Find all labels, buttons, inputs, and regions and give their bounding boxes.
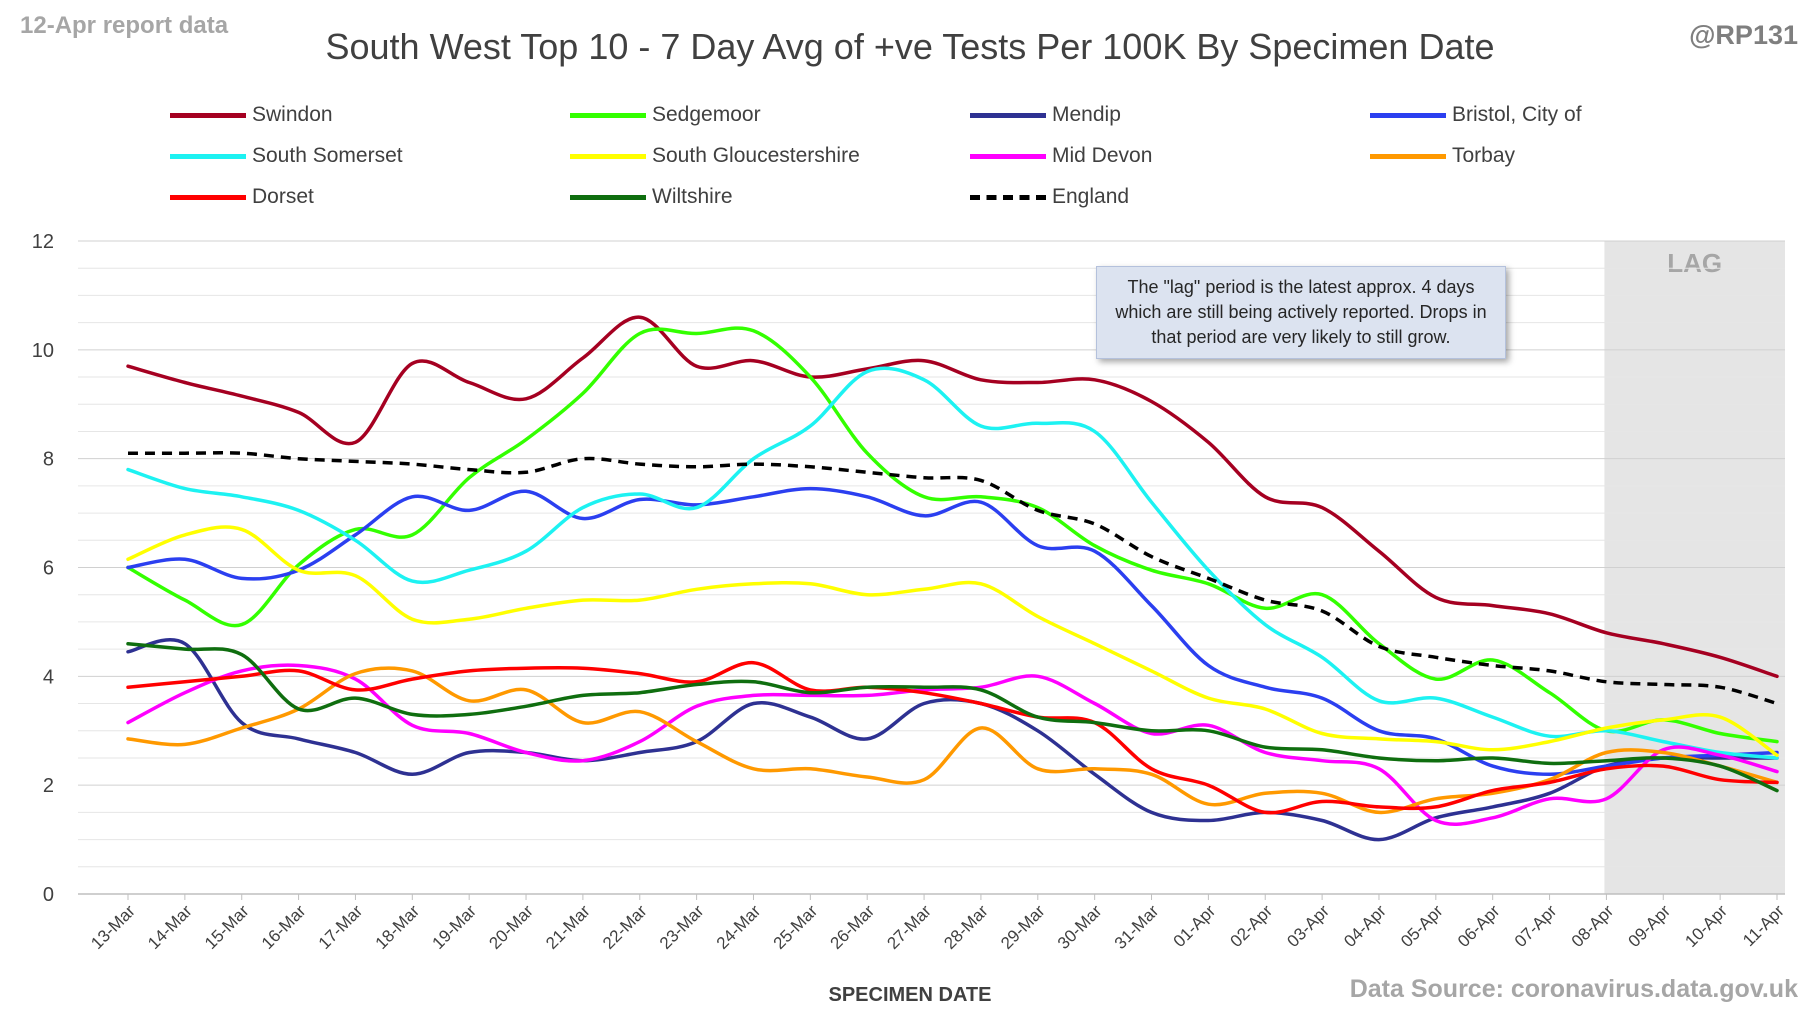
x-tick-label: 28-Mar [940, 901, 992, 953]
legend-label: Bristol, City of [1452, 103, 1582, 126]
legend-swatch [170, 153, 246, 159]
legend-item-dorset: Dorset [170, 177, 314, 217]
x-tick-label: 16-Mar [258, 901, 310, 953]
x-tick-label: 13-Mar [87, 901, 139, 953]
x-tick-label: 30-Mar [1054, 901, 1106, 953]
legend-item-torbay: Torbay [1370, 136, 1515, 176]
y-tick-label: 12 [32, 231, 54, 253]
series-line-bristol-city-of [126, 486, 1779, 777]
x-tick-label: 22-Mar [599, 901, 651, 953]
series-line-wiltshire [126, 641, 1779, 793]
x-tick-label: 14-Mar [144, 901, 196, 953]
x-tick-label: 20-Mar [485, 901, 537, 953]
x-tick-label: 27-Mar [883, 901, 935, 953]
x-tick-label: 21-Mar [542, 901, 594, 953]
x-tick-label: 19-Mar [428, 901, 480, 953]
x-tick-label: 07-Apr [1511, 901, 1561, 951]
legend-label: Dorset [252, 185, 314, 208]
legend-item-sedgemoor: Sedgemoor [570, 95, 761, 135]
legend-label: Sedgemoor [652, 103, 761, 126]
x-tick-label: 25-Mar [770, 901, 822, 953]
legend-swatch [1370, 153, 1446, 159]
y-tick-label: 4 [43, 666, 54, 688]
legend-item-mid-devon: Mid Devon [970, 136, 1152, 176]
x-tick-label: 09-Apr [1625, 901, 1675, 951]
series-line-england [128, 451, 1778, 706]
legend-item-south-gloucestershire: South Gloucestershire [570, 136, 860, 176]
legend-label: South Somerset [252, 144, 403, 167]
y-tick-label: 10 [32, 340, 54, 362]
legend-label: Mid Devon [1052, 144, 1153, 167]
data-source-label: Data Source: coronavirus.data.gov.uk [1349, 975, 1798, 1003]
legend-swatch [170, 194, 246, 200]
legend-swatch [170, 112, 246, 118]
series-line-south-gloucestershire [126, 525, 1779, 757]
x-tick-label: 17-Mar [315, 901, 367, 953]
x-tick-label: 03-Apr [1283, 901, 1333, 951]
legend-swatch [970, 112, 1046, 118]
legend-label: Swindon [252, 103, 333, 126]
y-tick-label: 8 [43, 449, 54, 471]
x-tick-label: 01-Apr [1170, 901, 1220, 951]
x-tick-label: 31-Mar [1111, 901, 1163, 953]
author-handle: @RP131 [1689, 20, 1798, 50]
y-tick-label: 2 [43, 775, 54, 797]
series-line-dorset [126, 660, 1779, 815]
legend-item-england: England [970, 177, 1129, 217]
x-tick-label: 15-Mar [201, 901, 253, 953]
x-tick-label: 29-Mar [997, 901, 1049, 953]
lag-note-box: The "lag" period is the latest approx. 4… [1096, 266, 1506, 359]
legend-item-bristol-city-of: Bristol, City of [1370, 95, 1582, 135]
series-line-sedgemoor [126, 326, 1779, 744]
series-line-swindon [126, 315, 1779, 679]
legend-swatch [570, 153, 646, 159]
x-tick-label: 06-Apr [1454, 901, 1504, 951]
y-tick-label: 0 [43, 884, 54, 906]
lag-label: LAG [1667, 248, 1722, 278]
legend-swatch [1370, 112, 1446, 118]
legend-label: Mendip [1052, 103, 1121, 126]
x-tick-label: 10-Apr [1681, 901, 1731, 951]
series-line-south-somerset [126, 366, 1779, 760]
legend-swatch [970, 153, 1046, 159]
x-tick-label: 05-Apr [1397, 901, 1447, 951]
report-date-label: 12-Apr report data [20, 12, 229, 39]
x-tick-label: 04-Apr [1340, 901, 1390, 951]
y-tick-label: 6 [43, 558, 54, 580]
series-line-mendip [126, 638, 1779, 842]
x-tick-label: 24-Mar [713, 901, 765, 953]
legend-label: Wiltshire [652, 185, 733, 208]
chart-title: South West Top 10 - 7 Day Avg of +ve Tes… [325, 26, 1495, 67]
x-tick-label: 23-Mar [656, 901, 708, 953]
legend-item-south-somerset: South Somerset [170, 136, 403, 176]
legend-label: Torbay [1452, 144, 1516, 167]
x-tick-label: 26-Mar [827, 901, 879, 953]
legend-item-mendip: Mendip [970, 95, 1121, 135]
x-tick-label: 18-Mar [372, 901, 424, 953]
series-line-torbay [126, 666, 1779, 815]
x-tick-label: 11-Apr [1739, 901, 1788, 950]
legend-swatch [570, 112, 646, 118]
legend-item-wiltshire: Wiltshire [570, 177, 733, 217]
legend-swatch [970, 194, 1046, 200]
legend-swatch [570, 194, 646, 200]
legend-item-swindon: Swindon [170, 95, 333, 135]
legend-label: England [1052, 185, 1130, 208]
x-axis-title: SPECIMEN DATE [828, 984, 992, 1006]
legend-label: South Gloucestershire [652, 144, 860, 167]
x-tick-label: 02-Apr [1227, 901, 1277, 951]
x-tick-label: 08-Apr [1568, 901, 1618, 951]
